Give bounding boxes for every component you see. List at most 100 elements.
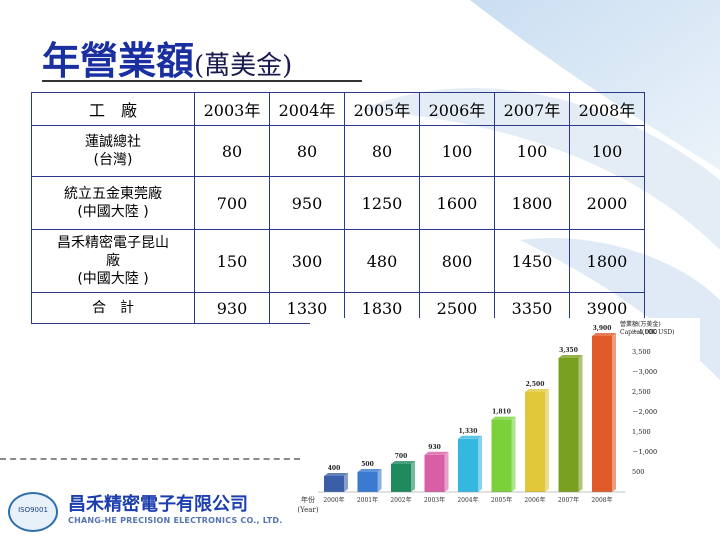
page-title: 年營業額(萬美金) xyxy=(42,30,292,85)
category-label: 2002年 xyxy=(390,496,411,504)
bar-top xyxy=(391,461,415,464)
bar-value-label: 3,900 xyxy=(593,325,612,332)
table-cell: 1450 xyxy=(494,229,570,293)
logo-text: ISO9001 xyxy=(18,506,48,514)
bar-top xyxy=(592,333,616,336)
bar xyxy=(592,336,612,492)
bar xyxy=(525,392,545,492)
table-cell: 3350 xyxy=(494,292,570,324)
header-year: 2006年 xyxy=(419,92,495,126)
table-cell: 80 xyxy=(194,125,270,177)
table-row: 蓮誠總社 (台灣) 80 80 80 100 100 100 xyxy=(31,125,645,177)
bar-top xyxy=(357,469,382,472)
revenue-bar-chart: 400 2000年 500 2001年 700 2002年 930 2003年 1,330 200… xyxy=(297,318,700,518)
y-tick-label: －4,000 xyxy=(632,328,657,336)
x-axis-label: 年份 xyxy=(301,495,315,504)
table-cell: 950 xyxy=(269,176,345,230)
bar-top xyxy=(324,473,348,476)
bar-top xyxy=(491,416,516,420)
category-label: 2005年 xyxy=(491,496,512,504)
row-label: 昌禾精密電子昆山廠 (中國大陸 ) xyxy=(31,229,195,293)
title-main: 年營業額 xyxy=(42,38,195,83)
company-name-en: CHANG-HE PRECISION ELECTRONICS CO., LTD. xyxy=(68,516,283,525)
bar-top xyxy=(458,435,482,439)
category-label: 2007年 xyxy=(558,496,579,504)
bar-top xyxy=(525,389,549,392)
bar-side xyxy=(478,435,482,492)
category-label: 2006年 xyxy=(524,496,545,504)
bar-value-label: 1,810 xyxy=(492,409,511,416)
y-tick-label: 500 xyxy=(632,468,644,476)
table-cell: 2000 xyxy=(569,176,645,230)
bar xyxy=(357,472,378,492)
bar-side xyxy=(578,355,583,492)
table-header-row: 工 廠 2003年 2004年 2005年 2006年 2007年 2008年 xyxy=(31,92,645,126)
bar-value-label: 400 xyxy=(328,465,341,472)
bar xyxy=(491,419,512,492)
bar xyxy=(458,438,478,492)
y-tick-label: －2,000 xyxy=(632,408,657,416)
title-underline xyxy=(42,80,362,82)
bar xyxy=(558,358,579,492)
header-year: 2005年 xyxy=(344,92,420,126)
y-tick-label: 2,500 xyxy=(632,388,651,396)
bar-value-label: 500 xyxy=(361,461,374,468)
table-cell: 300 xyxy=(269,229,345,293)
category-label: 2003年 xyxy=(424,496,445,504)
y-tick-label: 3,500 xyxy=(632,348,651,356)
bar-side xyxy=(411,461,415,492)
title-sub: (萬美金) xyxy=(194,51,293,81)
header-factory: 工 廠 xyxy=(31,92,195,126)
y-tick-label: 1,500 xyxy=(632,428,651,436)
header-year: 2007年 xyxy=(494,92,570,126)
header-year: 2008年 xyxy=(569,92,645,126)
table-cell: 100 xyxy=(419,125,495,177)
table-cell: 100 xyxy=(494,125,570,177)
table-cell: 1800 xyxy=(569,229,645,293)
header-year: 2004年 xyxy=(269,92,345,126)
table-cell: 150 xyxy=(194,229,270,293)
table-row: 統立五金東莞廠 (中國大陸 ) 700 950 1250 1600 1800 20… xyxy=(31,176,645,230)
y-axis-label: 營業額(万美金) xyxy=(620,320,661,328)
table-cell: 100 xyxy=(569,125,645,177)
bar-side xyxy=(377,469,382,492)
category-label: 2001年 xyxy=(357,496,378,504)
company-logo: ISO9001 xyxy=(8,492,58,532)
bar-value-label: 700 xyxy=(395,453,408,460)
y-tick-label: －3,000 xyxy=(632,368,657,376)
table-cell: 930 xyxy=(194,292,270,324)
x-axis-label: (Year) xyxy=(297,506,318,514)
header-year: 2003年 xyxy=(194,92,270,126)
table-cell: 800 xyxy=(419,229,495,293)
bar-value-label: 930 xyxy=(428,444,441,451)
table-cell: 80 xyxy=(269,125,345,177)
bar-side xyxy=(344,473,348,492)
category-label: 2008年 xyxy=(591,496,612,504)
bar-value-label: 1,330 xyxy=(459,428,478,435)
bar xyxy=(424,454,445,492)
bar-side xyxy=(612,333,616,492)
bar-side xyxy=(444,451,449,492)
table-cell: 480 xyxy=(344,229,420,293)
table-cell: 1250 xyxy=(344,176,420,230)
y-axis-label: Capital(10K USD) xyxy=(620,329,675,336)
bar-value-label: 2,500 xyxy=(526,381,545,388)
row-label: 合 計 xyxy=(31,292,195,324)
category-label: 2004年 xyxy=(457,496,478,504)
bar-top xyxy=(424,451,449,455)
table-cell: 700 xyxy=(194,176,270,230)
table-cell: 80 xyxy=(344,125,420,177)
table-cell: 1800 xyxy=(494,176,570,230)
bar-value-label: 3,350 xyxy=(559,347,578,354)
company-name-cn: 昌禾精密電子有限公司 xyxy=(68,494,248,515)
row-label: 統立五金東莞廠 (中國大陸 ) xyxy=(31,176,195,230)
bar-side xyxy=(545,389,549,492)
category-label: 2000年 xyxy=(323,496,344,504)
company-footer: ISO9001 昌禾精密電子有限公司 CHANG-HE PRECISION EL… xyxy=(0,486,300,540)
row-label: 蓮誠總社 (台灣) xyxy=(31,125,195,177)
revenue-table: 工 廠 2003年 2004年 2005年 2006年 2007年 2008年 … xyxy=(31,92,645,324)
bar-top xyxy=(558,355,583,358)
bar xyxy=(391,464,411,492)
bar xyxy=(324,476,344,492)
table-cell: 1600 xyxy=(419,176,495,230)
